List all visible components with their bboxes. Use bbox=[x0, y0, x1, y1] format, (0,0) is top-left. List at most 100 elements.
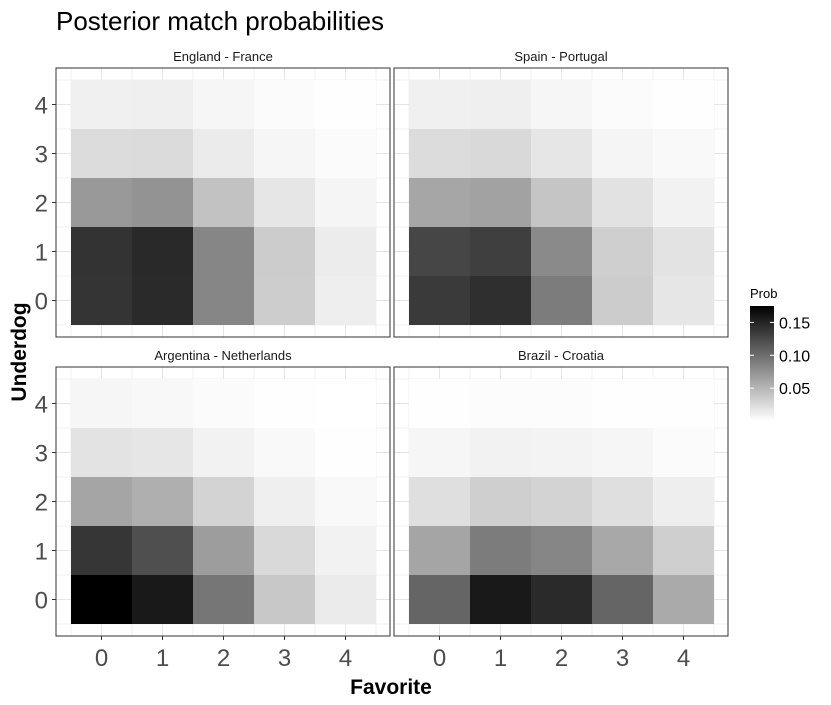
heatmap-tile bbox=[470, 227, 531, 276]
heatmap-tile bbox=[409, 477, 470, 526]
legend-tick-label: 0.10 bbox=[779, 348, 810, 365]
heatmap-tile bbox=[531, 129, 592, 178]
heatmap-tile bbox=[315, 477, 376, 526]
facet-panel: England - France 0 1 2 3 4 bbox=[35, 49, 391, 338]
heatmap-tile bbox=[531, 428, 592, 477]
heatmap-tile bbox=[592, 80, 653, 129]
heatmap-tile bbox=[592, 477, 653, 526]
heatmap-tile bbox=[193, 477, 254, 526]
heatmap-tile bbox=[315, 428, 376, 477]
heatmap-tile bbox=[470, 80, 531, 129]
heatmap-tile bbox=[409, 526, 470, 575]
heatmap-tile bbox=[193, 379, 254, 428]
panel-border bbox=[393, 67, 729, 338]
x-tick-label: 2 bbox=[555, 645, 568, 672]
heatmap-tile bbox=[254, 477, 315, 526]
heatmap-tile bbox=[315, 379, 376, 428]
heatmap-tile bbox=[653, 379, 714, 428]
heatmap-tile bbox=[132, 178, 193, 227]
heatmap-tile bbox=[132, 575, 193, 624]
heatmap-tile bbox=[409, 227, 470, 276]
heatmap-tile bbox=[315, 575, 376, 624]
heatmap-tile bbox=[470, 526, 531, 575]
heatmap-tile bbox=[315, 276, 376, 325]
heatmap-tile bbox=[132, 379, 193, 428]
heatmap-tile bbox=[470, 276, 531, 325]
legend-tick-label: 0.05 bbox=[779, 381, 810, 398]
chart-title: Posterior match probabilities bbox=[56, 6, 384, 36]
heatmap-tile bbox=[132, 526, 193, 575]
heatmap-tile bbox=[193, 129, 254, 178]
heatmap-tile bbox=[531, 477, 592, 526]
heatmap-tile bbox=[409, 276, 470, 325]
heatmap-tile bbox=[254, 379, 315, 428]
heatmap-tile bbox=[653, 80, 714, 129]
heatmap-tile bbox=[592, 428, 653, 477]
heatmap-tile bbox=[653, 477, 714, 526]
heatmap-tile bbox=[653, 428, 714, 477]
heatmap-tile bbox=[254, 129, 315, 178]
heatmap-tile bbox=[193, 227, 254, 276]
heatmap-tile bbox=[254, 80, 315, 129]
y-axis-label: Underdog bbox=[8, 302, 31, 401]
heatmap-tile bbox=[592, 129, 653, 178]
heatmap-tile bbox=[71, 80, 132, 129]
heatmap-tile bbox=[653, 575, 714, 624]
y-tick-label: 1 bbox=[35, 240, 48, 267]
x-axis-label: Favorite bbox=[350, 676, 432, 699]
heatmap-tile bbox=[254, 178, 315, 227]
heatmap-tile bbox=[653, 526, 714, 575]
heatmap-tile bbox=[254, 575, 315, 624]
heatmap-tile bbox=[592, 178, 653, 227]
heatmap-tile bbox=[470, 477, 531, 526]
heatmap-tile bbox=[132, 227, 193, 276]
legend-tick-label: 0.15 bbox=[779, 315, 810, 332]
heatmap-tile bbox=[653, 129, 714, 178]
x-tick-label: 3 bbox=[278, 645, 291, 672]
heatmap-tile bbox=[254, 227, 315, 276]
legend-colorbar bbox=[750, 306, 774, 421]
heatmap-tile bbox=[132, 80, 193, 129]
heatmap-tile bbox=[470, 575, 531, 624]
heatmap-tile bbox=[71, 276, 132, 325]
heatmap-tile bbox=[71, 379, 132, 428]
heatmap-tile bbox=[193, 276, 254, 325]
facet-panel: Brazil - Croatia 0 1 2 3 4 bbox=[393, 348, 729, 672]
heatmap-tile bbox=[531, 379, 592, 428]
y-tick-label: 4 bbox=[35, 93, 48, 120]
x-tick-label: 1 bbox=[156, 645, 169, 672]
heatmap-tile bbox=[409, 178, 470, 227]
heatmap-tile bbox=[653, 178, 714, 227]
heatmap-tile bbox=[71, 575, 132, 624]
heatmap-tile bbox=[409, 129, 470, 178]
heatmap-tile bbox=[254, 526, 315, 575]
x-tick-label: 1 bbox=[494, 645, 507, 672]
heatmap-tile bbox=[653, 276, 714, 325]
legend-title: Prob bbox=[750, 286, 777, 301]
heatmap-tile bbox=[315, 526, 376, 575]
heatmap-tile bbox=[193, 428, 254, 477]
y-tick-label: 2 bbox=[35, 191, 48, 218]
heatmap-tile bbox=[315, 178, 376, 227]
heatmap-tile bbox=[470, 178, 531, 227]
facet-strip-label: England - France bbox=[173, 49, 273, 64]
heatmap-tile bbox=[409, 428, 470, 477]
heatmap-tile bbox=[315, 80, 376, 129]
y-tick-label: 2 bbox=[35, 490, 48, 517]
heatmap-tile bbox=[592, 227, 653, 276]
heatmap-tile bbox=[132, 129, 193, 178]
y-tick-label: 4 bbox=[35, 392, 48, 419]
y-tick-label: 3 bbox=[35, 142, 48, 169]
heatmap-tile bbox=[531, 526, 592, 575]
heatmap-tile bbox=[193, 178, 254, 227]
heatmap-tile bbox=[71, 428, 132, 477]
facet-panel: Spain - Portugal bbox=[393, 49, 729, 338]
heatmap-tile bbox=[653, 227, 714, 276]
heatmap-tile bbox=[71, 227, 132, 276]
heatmap-tile bbox=[193, 80, 254, 129]
heatmap-tile bbox=[409, 575, 470, 624]
x-tick-label: 0 bbox=[95, 645, 108, 672]
x-tick-label: 0 bbox=[433, 645, 446, 672]
heatmap-tile bbox=[531, 276, 592, 325]
